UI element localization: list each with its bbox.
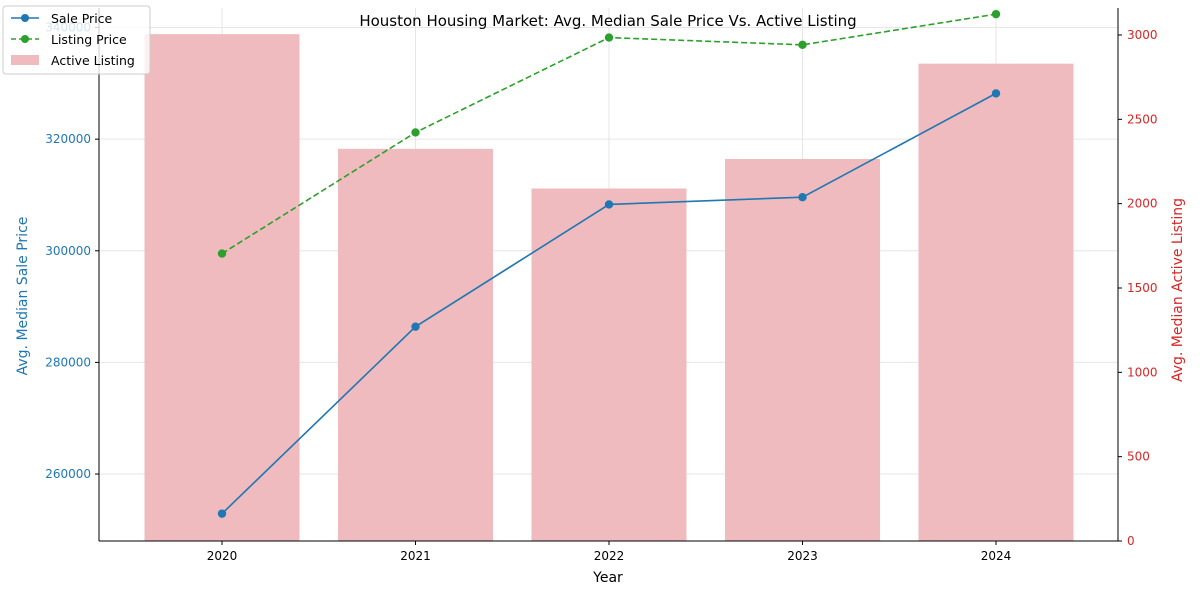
x-tick-label: 2022	[594, 549, 625, 563]
chart-title: Houston Housing Market: Avg. Median Sale…	[359, 12, 856, 30]
legend-frame	[2, 5, 151, 75]
point-listing-price	[991, 9, 1001, 19]
y-left-tick-label: 280000	[45, 355, 91, 369]
y-axis-right-label: Avg. Median Active Listing	[1170, 198, 1186, 382]
y-axis-left-label: Avg. Median Sale Price	[15, 217, 31, 376]
point-listing-price	[411, 128, 420, 137]
point-sale-price	[798, 193, 807, 202]
legend-label-listing-price: Listing Price	[51, 32, 127, 47]
x-axis-label: Year	[592, 570, 623, 586]
point-sale-price	[991, 89, 1001, 98]
legend-label-active-listing: Active Listing	[51, 53, 135, 68]
legend-label-sale-price: Sale Price	[51, 11, 113, 26]
point-sale-price	[604, 200, 614, 209]
y-right-tick-label: 0	[1127, 534, 1135, 548]
point-sale-price	[217, 509, 227, 518]
y-right-tick-label: 1500	[1127, 281, 1158, 295]
bar-active-listing	[338, 148, 493, 541]
bar-active-listing	[918, 63, 1074, 542]
legend-marker-sale-price	[21, 14, 29, 22]
x-tick-label: 2020	[207, 549, 238, 563]
x-tick-label: 2024	[981, 549, 1012, 563]
legend: Sale Price Listing Price Active Listing	[2, 5, 151, 75]
y-left-tick-label: 320000	[45, 132, 91, 146]
legend-swatch-active-listing	[11, 55, 39, 65]
y-right-tick-label: 2500	[1127, 112, 1158, 126]
y-right-tick-label: 1000	[1127, 365, 1158, 379]
legend-marker-listing-price	[21, 35, 29, 43]
point-sale-price	[411, 322, 420, 331]
x-tick-label: 2021	[400, 549, 431, 563]
y-right-tick-label: 500	[1127, 450, 1150, 464]
point-listing-price	[604, 33, 614, 42]
y-left-tick-label: 260000	[45, 467, 91, 481]
point-listing-price	[217, 249, 227, 258]
bar-active-listing	[725, 158, 880, 541]
bar-active-listing	[144, 34, 300, 542]
bars	[144, 34, 1074, 542]
point-listing-price	[798, 40, 807, 50]
x-tick-label: 2023	[787, 549, 818, 563]
bar-active-listing	[531, 188, 687, 541]
y-left-tick-label: 300000	[45, 244, 91, 258]
y-right-tick-label: 3000	[1127, 28, 1158, 42]
y-right-tick-label: 2000	[1127, 197, 1158, 211]
lines	[217, 9, 1001, 518]
